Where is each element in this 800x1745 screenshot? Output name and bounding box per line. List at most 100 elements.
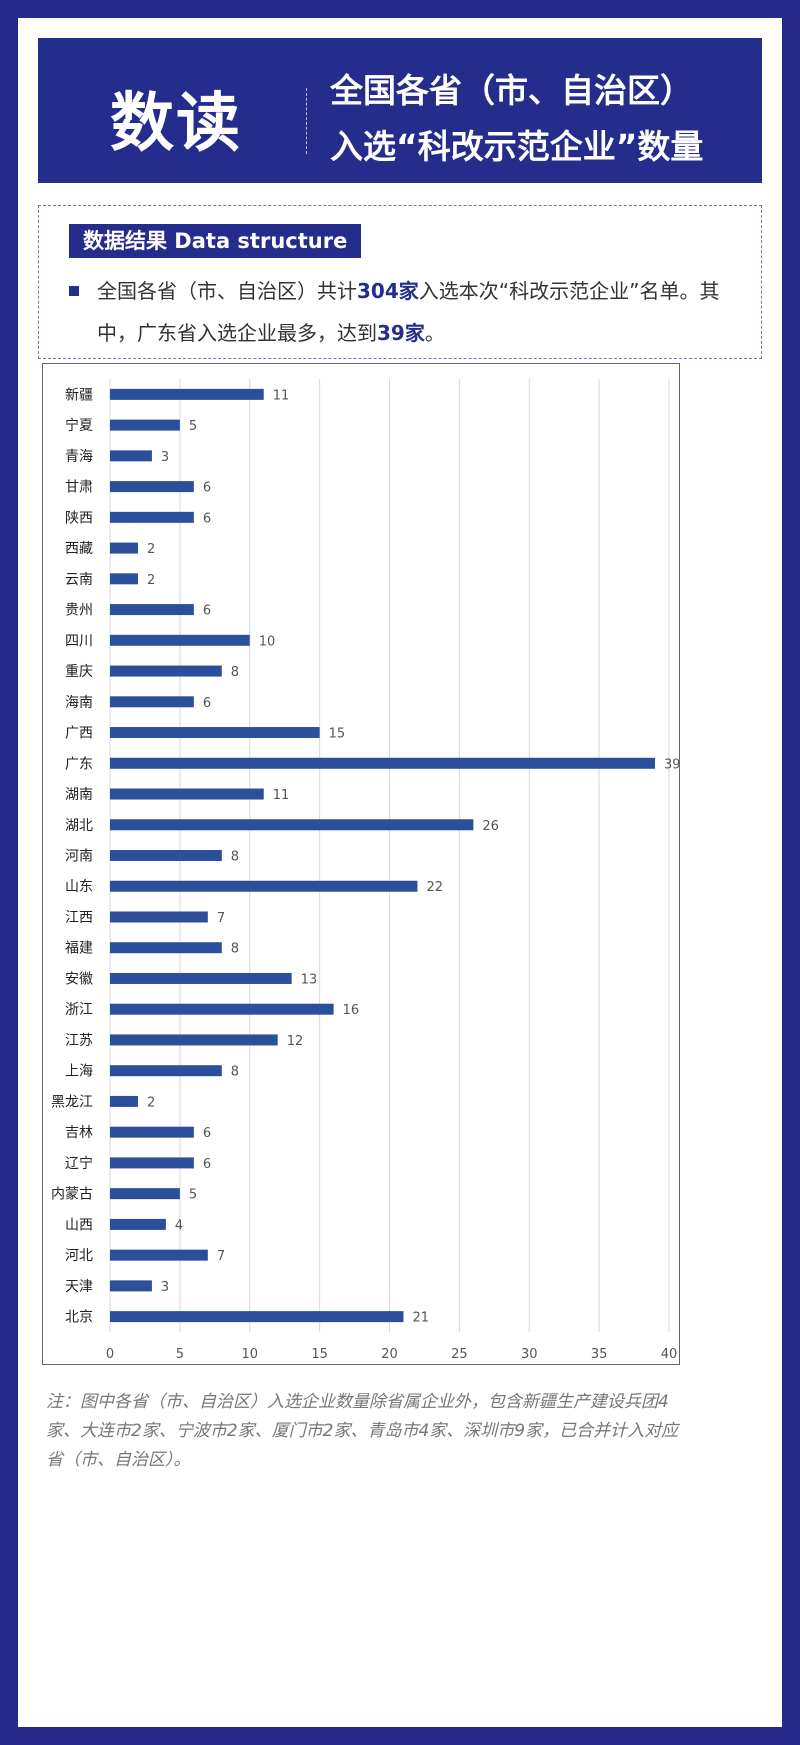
data-label: 6 — [203, 1126, 211, 1141]
x-tick-label: 0 — [106, 1347, 114, 1362]
bar — [110, 419, 180, 431]
data-label: 13 — [301, 972, 318, 987]
bar — [110, 788, 264, 800]
category-label: 山西 — [65, 1217, 93, 1233]
data-label: 21 — [412, 1311, 429, 1326]
category-label: 江西 — [65, 910, 93, 926]
category-label: 云南 — [65, 572, 93, 588]
data-label: 7 — [217, 1249, 225, 1264]
bar — [110, 850, 222, 861]
category-label: 青海 — [65, 449, 93, 465]
data-label: 5 — [189, 1188, 197, 1203]
category-label: 河北 — [65, 1248, 93, 1264]
footnote: 注：图中各省（市、自治区）入选企业数量除省属企业外，包含新疆生产建设兵团4家、大… — [46, 1392, 679, 1470]
bar — [110, 481, 194, 493]
header-divider — [306, 88, 307, 154]
category-label: 宁夏 — [65, 417, 93, 434]
category-label: 河南 — [65, 849, 93, 865]
x-tick-label: 5 — [176, 1347, 184, 1362]
category-label: 天津 — [65, 1279, 93, 1295]
summary-box: 数据结果 Data structure 全国各省（市、自治区）共计304家入选本… — [38, 205, 762, 359]
data-label: 15 — [329, 727, 346, 742]
bar — [110, 388, 264, 400]
x-tick-label: 10 — [241, 1347, 258, 1362]
category-label: 黑龙江 — [51, 1094, 93, 1110]
bar — [110, 972, 292, 984]
data-label: 3 — [161, 450, 169, 465]
chart-frame: 0 5 10 15 20 25 30 35 40 新疆 11 宁夏 5 青海 3 甘肃 6 陕西 6 西藏 2 云南 2 贵州… — [42, 363, 681, 1365]
data-label: 7 — [217, 911, 225, 926]
bar — [110, 757, 656, 769]
bar — [110, 819, 474, 831]
data-label: 12 — [287, 1034, 304, 1049]
data-label: 6 — [203, 511, 211, 526]
data-label: 8 — [231, 1065, 239, 1080]
x-tick-label: 15 — [311, 1347, 328, 1362]
data-label: 22 — [426, 880, 443, 895]
data-label: 6 — [203, 1157, 211, 1172]
bullet-icon — [69, 286, 79, 296]
data-label: 26 — [482, 819, 499, 834]
header-banner: 数读 全国各省（市、自治区） 入选“科改示范企业”数量 — [38, 38, 762, 183]
data-label: 2 — [147, 1095, 155, 1110]
bar — [110, 1311, 404, 1323]
bar — [110, 1249, 208, 1261]
bar — [110, 942, 222, 954]
category-label: 西藏 — [65, 541, 93, 557]
bar — [110, 634, 250, 646]
data-label: 5 — [189, 419, 197, 434]
data-label: 11 — [273, 388, 290, 403]
category-label: 上海 — [65, 1064, 93, 1080]
category-label: 辽宁 — [65, 1155, 93, 1172]
header-big-title: 数读 — [110, 86, 242, 161]
bar — [110, 1157, 194, 1169]
category-label: 广西 — [65, 726, 93, 742]
bar — [110, 604, 194, 616]
bar — [110, 696, 194, 708]
summary-text-a: 全国各省（市、自治区）共计 — [97, 279, 357, 303]
data-label: 4 — [175, 1218, 183, 1233]
data-label: 3 — [161, 1280, 169, 1295]
data-label: 8 — [231, 850, 239, 865]
category-label: 四川 — [65, 633, 93, 649]
data-label: 16 — [343, 1003, 360, 1018]
header-title-line2: 入选“科改示范企业”数量 — [330, 127, 704, 166]
summary-tag: 数据结果 Data structure — [69, 224, 362, 258]
bar — [110, 1034, 278, 1046]
category-label: 福建 — [65, 941, 93, 957]
data-label: 6 — [203, 696, 211, 711]
category-label: 山东 — [65, 879, 93, 895]
bar — [110, 911, 208, 923]
data-label: 8 — [231, 942, 239, 957]
bar — [110, 1218, 166, 1230]
summary-text-c: 。 — [424, 321, 445, 345]
bar — [110, 573, 138, 585]
data-label: 2 — [147, 542, 155, 557]
summary-total: 304家 — [357, 279, 419, 303]
category-label: 北京 — [65, 1310, 93, 1326]
header-title-line1: 全国各省（市、自治区） — [330, 71, 693, 110]
category-label: 重庆 — [65, 664, 93, 680]
category-label: 吉林 — [65, 1125, 93, 1141]
bar — [110, 511, 194, 523]
data-label: 6 — [203, 604, 211, 619]
bar — [110, 450, 152, 462]
bar — [110, 1280, 152, 1292]
x-tick-label: 35 — [591, 1347, 608, 1362]
category-label: 陕西 — [65, 510, 93, 526]
x-tick-label: 40 — [661, 1347, 678, 1362]
x-tick-label: 25 — [451, 1347, 468, 1362]
category-label: 海南 — [65, 695, 93, 711]
category-label: 新疆 — [65, 387, 93, 403]
data-label: 39 — [664, 757, 679, 772]
x-tick-label: 30 — [521, 1347, 538, 1362]
bar — [110, 1003, 334, 1015]
data-label: 10 — [259, 634, 276, 649]
category-label: 甘肃 — [65, 480, 93, 496]
bar — [110, 1188, 180, 1200]
category-label: 广东 — [65, 756, 93, 772]
x-tick-label: 20 — [381, 1347, 398, 1362]
bar — [110, 1126, 194, 1138]
bar — [110, 542, 138, 554]
